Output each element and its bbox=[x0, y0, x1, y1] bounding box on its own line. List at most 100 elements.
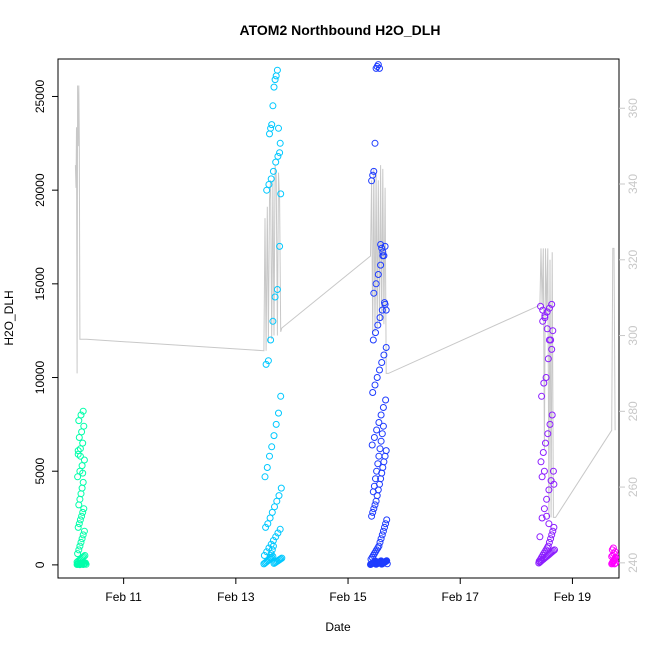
point-s1-32 bbox=[277, 484, 285, 492]
point-s0-32 bbox=[74, 523, 82, 531]
point-s2-57 bbox=[380, 458, 388, 466]
point-s1-15 bbox=[277, 555, 285, 563]
point-s1-26 bbox=[264, 520, 272, 528]
point-s3-14 bbox=[551, 546, 558, 554]
point-s0-49 bbox=[79, 439, 87, 447]
point-s3-12 bbox=[548, 548, 556, 556]
point-s1-69 bbox=[269, 542, 277, 550]
point-s1-47 bbox=[276, 242, 284, 250]
x-tick-label-1: Feb 13 bbox=[217, 590, 255, 604]
point-s1-31 bbox=[275, 492, 283, 500]
point-s2-61 bbox=[370, 434, 378, 441]
point-s3-55 bbox=[541, 314, 549, 322]
point-s1-54 bbox=[276, 139, 284, 147]
point-s1-33 bbox=[261, 473, 269, 481]
point-s2-94 bbox=[377, 241, 385, 248]
point-s0-30 bbox=[79, 531, 87, 539]
point-s2-65 bbox=[379, 404, 387, 411]
x-axis-label: Date bbox=[325, 620, 351, 634]
point-s2-63 bbox=[375, 419, 383, 426]
point-s2-109 bbox=[379, 422, 387, 430]
point-s0-26 bbox=[75, 546, 83, 554]
point-s1-48 bbox=[263, 186, 271, 194]
point-s4-17 bbox=[610, 557, 618, 565]
point-s2-34 bbox=[370, 550, 378, 558]
point-s4-16 bbox=[609, 558, 617, 566]
point-s0-58 bbox=[79, 469, 87, 477]
y-tick-label-5: 25000 bbox=[33, 79, 47, 113]
x-axis: Feb 11 Feb 13 Feb 15 Feb 17 Feb 19 bbox=[105, 577, 592, 604]
point-s3-42 bbox=[538, 392, 546, 400]
point-s1-51 bbox=[269, 167, 277, 175]
point-s0-34 bbox=[76, 516, 84, 524]
point-s3-29 bbox=[536, 533, 544, 541]
point-s0-23 bbox=[80, 553, 88, 560]
point-s0-42 bbox=[79, 478, 87, 486]
point-s1-46 bbox=[273, 286, 281, 293]
y2-tick-label-4: 320 bbox=[626, 249, 640, 269]
point-s2-95 bbox=[378, 244, 386, 252]
point-s2-31 bbox=[367, 555, 375, 563]
point-s1-62 bbox=[273, 66, 281, 74]
point-s2-104 bbox=[374, 460, 382, 468]
point-s1-35 bbox=[266, 452, 273, 460]
y2-tick-label-1: 260 bbox=[626, 477, 640, 497]
point-s0-52 bbox=[80, 422, 88, 430]
point-s2-69 bbox=[373, 374, 381, 381]
y2-tick-label-6: 360 bbox=[626, 98, 640, 118]
y2-tick-label-2: 280 bbox=[626, 401, 640, 421]
point-s1-24 bbox=[276, 525, 284, 533]
point-s3-38 bbox=[542, 439, 549, 447]
point-s0-29 bbox=[78, 535, 86, 543]
point-s3-20 bbox=[541, 548, 549, 556]
point-s0-28 bbox=[77, 538, 85, 546]
point-s3-57 bbox=[545, 336, 553, 344]
point-s1-16 bbox=[278, 554, 286, 562]
point-s2-96 bbox=[379, 248, 387, 256]
point-s1-37 bbox=[270, 432, 278, 440]
point-s3-60 bbox=[538, 473, 546, 481]
point-s0-46 bbox=[80, 456, 88, 464]
point-s2-83 bbox=[377, 261, 385, 269]
point-s1-52 bbox=[272, 158, 280, 166]
y2-tick-label-0: 240 bbox=[626, 553, 640, 573]
point-s3-50 bbox=[543, 308, 551, 316]
point-s1-43 bbox=[267, 336, 275, 344]
point-s1-45 bbox=[271, 293, 279, 301]
point-s0-33 bbox=[75, 520, 83, 528]
point-s2-47 bbox=[369, 508, 377, 516]
point-s2-92 bbox=[374, 61, 382, 69]
point-s0-41 bbox=[78, 484, 86, 492]
y2-axis: 240 260 280 300 320 340 360 bbox=[619, 98, 640, 573]
point-s2-81 bbox=[372, 280, 380, 288]
point-s4-13 bbox=[609, 544, 617, 552]
point-s3-61 bbox=[540, 467, 548, 475]
point-s1-39 bbox=[275, 409, 282, 417]
point-s0-55 bbox=[79, 407, 87, 415]
point-s0-38 bbox=[75, 501, 83, 509]
secondary-line-group bbox=[74, 85, 616, 518]
point-s2-44 bbox=[382, 520, 390, 528]
x-tick-label-3: Feb 17 bbox=[442, 590, 480, 604]
plot-frame bbox=[57, 58, 620, 579]
x-tick-label-2: Feb 15 bbox=[329, 590, 367, 604]
point-s0-40 bbox=[77, 490, 85, 498]
point-s3-63 bbox=[545, 520, 553, 528]
point-s1-27 bbox=[266, 514, 274, 522]
point-s1-58 bbox=[269, 102, 277, 110]
point-s3-30 bbox=[538, 514, 546, 522]
point-s2-103 bbox=[373, 467, 381, 475]
x-tick-label-4: Feb 19 bbox=[554, 590, 592, 604]
point-s2-59 bbox=[382, 447, 390, 455]
point-s1-57 bbox=[268, 121, 276, 129]
point-s1-25 bbox=[262, 523, 270, 531]
point-s1-50 bbox=[267, 175, 275, 183]
point-s3-25 bbox=[547, 535, 555, 543]
x-tick-label-0: Feb 11 bbox=[105, 590, 142, 604]
point-s1-67 bbox=[267, 550, 275, 558]
point-s0-22 bbox=[79, 553, 87, 561]
y-tick-label-4: 20000 bbox=[33, 173, 47, 207]
point-s2-62 bbox=[373, 426, 381, 434]
point-s2-82 bbox=[374, 271, 382, 278]
